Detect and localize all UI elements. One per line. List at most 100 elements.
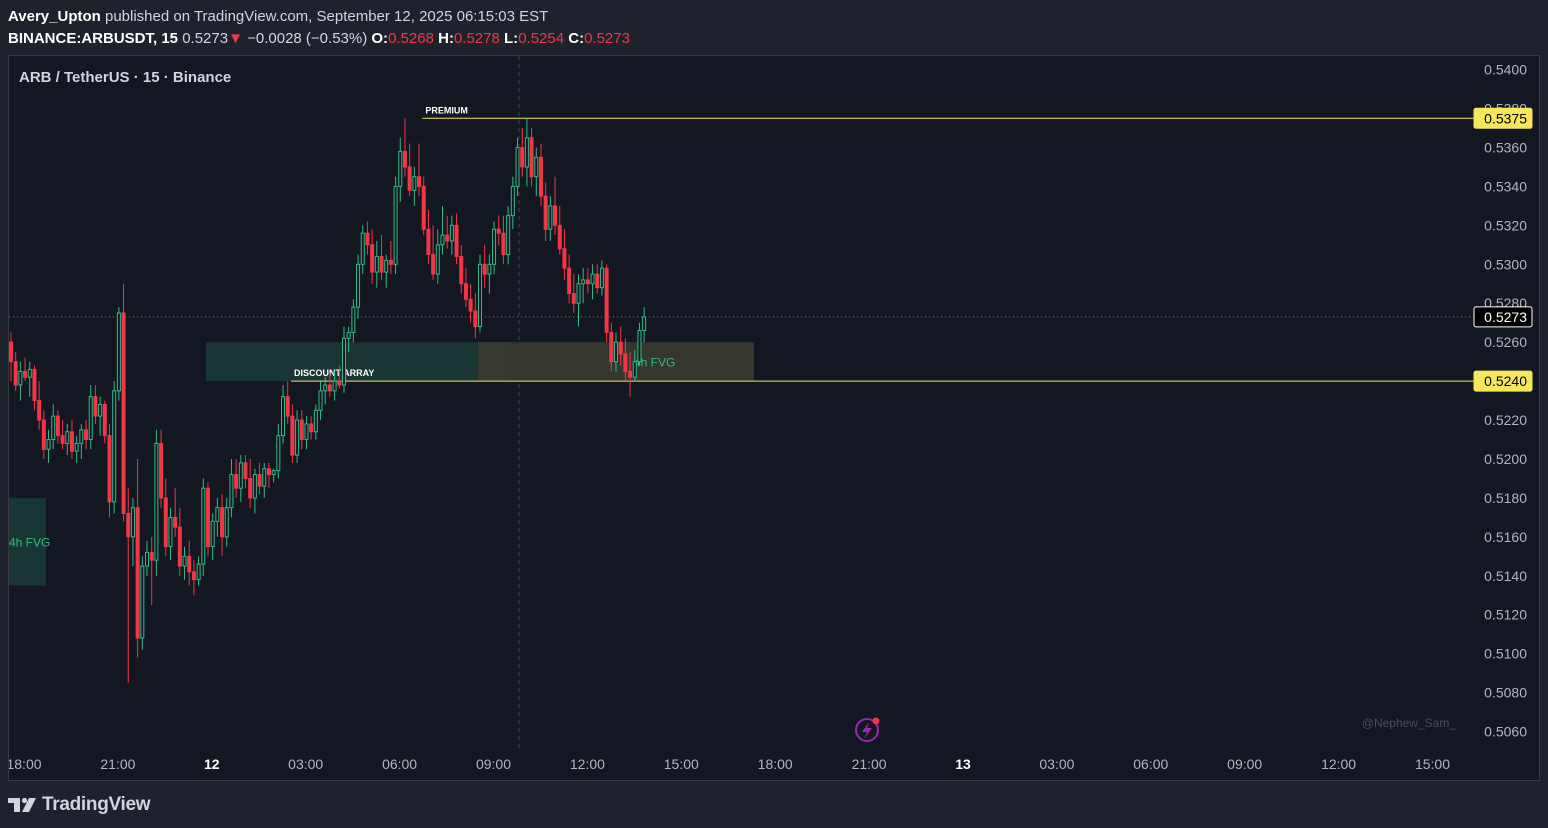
candle-up — [168, 516, 173, 548]
candle-down — [417, 176, 422, 187]
tradingview-logo[interactable]: TradingView — [8, 794, 151, 816]
candle-up — [271, 470, 276, 476]
low-label: L: — [504, 30, 519, 47]
candle-down — [445, 234, 450, 242]
candle-up — [524, 137, 529, 168]
candle-up — [576, 283, 581, 304]
candle-down — [299, 419, 304, 441]
candle-down — [9, 341, 13, 363]
candle-down — [496, 228, 501, 234]
y-tick-label: 0.5100 — [1484, 646, 1527, 662]
candle-down — [628, 370, 633, 378]
candle-down — [187, 555, 192, 573]
close-label: C: — [568, 30, 585, 47]
candle-up — [304, 423, 309, 441]
tradingview-logo-icon — [8, 797, 36, 812]
y-tick-label: 0.5180 — [1484, 490, 1527, 506]
candle-down — [220, 507, 225, 538]
candle-up — [548, 205, 553, 230]
lightning-bolt-icon — [862, 722, 872, 739]
candle-down — [585, 279, 590, 285]
x-tick-label: 12:00 — [1321, 756, 1356, 772]
candle-down — [379, 256, 384, 273]
symbol-name: BINANCE:ARBUSDT, 15 — [8, 30, 179, 47]
candle-down — [426, 228, 431, 256]
open-value: 0.5268 — [388, 30, 434, 47]
candle-up — [384, 259, 389, 273]
last-price: 0.5273 — [182, 30, 229, 47]
candle-up — [210, 520, 215, 548]
chart-frame[interactable]: 0.54000.53800.53600.53400.53200.53000.52… — [8, 55, 1540, 781]
candle-up — [393, 185, 398, 265]
candle-down — [520, 146, 525, 168]
candle-down — [459, 256, 464, 285]
candle-down — [468, 298, 473, 312]
x-tick-label: 12 — [204, 756, 220, 772]
candle-up — [281, 396, 286, 437]
x-tick-label: 15:00 — [664, 756, 699, 772]
candle-up — [46, 439, 51, 450]
candle-down — [562, 248, 567, 269]
x-tick-label: 21:00 — [852, 756, 887, 772]
candle-down — [107, 435, 112, 503]
candle-down — [234, 474, 239, 489]
candle-up — [27, 368, 32, 378]
candle-down — [473, 310, 478, 328]
y-tick-label: 0.5360 — [1484, 139, 1527, 155]
candle-up — [65, 431, 70, 444]
candle-down — [538, 156, 543, 197]
candle-up — [449, 224, 454, 242]
candle-up — [313, 409, 318, 433]
candle-up — [642, 316, 647, 331]
candle-down — [365, 232, 370, 246]
open-label: O: — [371, 30, 389, 47]
candle-down — [290, 415, 295, 456]
price-axis-badge-label: 0.5375 — [1484, 110, 1527, 126]
y-tick-label: 0.5400 — [1484, 62, 1527, 78]
candle-down — [571, 293, 576, 304]
candle-down — [501, 232, 506, 256]
x-tick-label: 03:00 — [1039, 756, 1074, 772]
candle-up — [262, 468, 267, 487]
candle-up — [614, 341, 619, 363]
candle-up — [398, 150, 403, 187]
candle-down — [23, 370, 28, 378]
candle-up — [346, 331, 351, 339]
candle-up — [534, 156, 539, 178]
candle-down — [69, 431, 74, 452]
publish-text: published on TradingView.com, September … — [100, 8, 549, 25]
candle-down — [402, 150, 407, 168]
y-tick-label: 0.5200 — [1484, 451, 1527, 467]
candlestick-chart[interactable]: 0.54000.53800.53600.53400.53200.53000.52… — [9, 56, 1539, 780]
candle-down — [93, 396, 98, 417]
candle-down — [248, 477, 253, 499]
candle-down — [121, 312, 126, 514]
x-tick-label: 18:00 — [758, 756, 793, 772]
candle-up — [374, 256, 379, 273]
candle-up — [632, 361, 637, 378]
candle-up — [487, 263, 492, 275]
candle-down — [41, 419, 46, 450]
candle-down — [543, 195, 548, 230]
candle-down — [388, 259, 393, 265]
candle-down — [553, 205, 558, 226]
candle-up — [351, 306, 356, 333]
candle-up — [74, 442, 79, 452]
chart-legend-title: ARB / TetherUS · 15 · Binance — [19, 69, 231, 86]
x-tick-label: 13 — [955, 756, 971, 772]
candle-up — [224, 507, 229, 538]
candle-down — [482, 263, 487, 275]
candle-up — [435, 244, 440, 275]
x-tick-label: 21:00 — [100, 756, 135, 772]
candle-up — [196, 563, 201, 581]
candle-down — [149, 551, 154, 561]
candle-down — [604, 267, 609, 333]
price-axis-badge-label: 0.5240 — [1484, 373, 1527, 389]
candle-up — [318, 390, 323, 411]
down-arrow-icon: ▼ — [228, 30, 243, 47]
x-tick-label: 15:00 — [1415, 756, 1450, 772]
candle-up — [112, 390, 117, 503]
publish-info: Avery_Upton published on TradingView.com… — [8, 8, 548, 26]
candle-up — [599, 267, 604, 289]
author-name[interactable]: Avery_Upton — [8, 8, 101, 25]
